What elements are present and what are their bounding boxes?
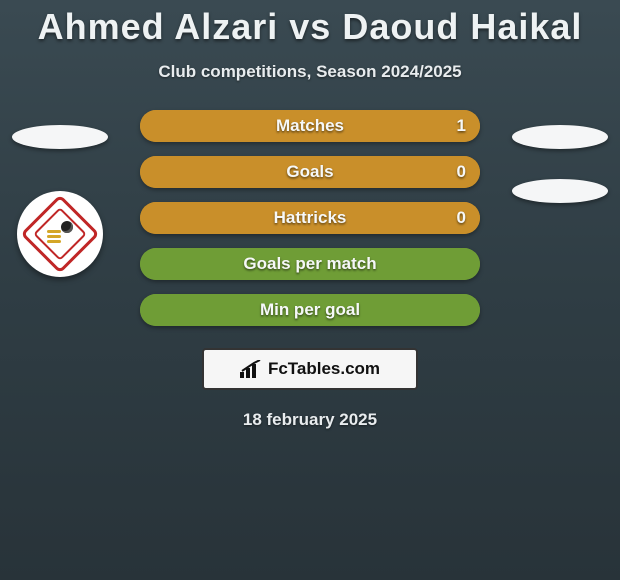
club-placeholder-ellipse xyxy=(512,179,608,203)
site-text: FcTables.com xyxy=(268,359,380,379)
avatar-placeholder-ellipse xyxy=(512,125,608,149)
stat-fill-right xyxy=(140,202,480,234)
stat-fill-right xyxy=(140,156,480,188)
stat-value-right: 1 xyxy=(457,116,466,136)
stat-row: Min per goal xyxy=(140,294,480,326)
stat-row: Goals per match xyxy=(140,248,480,280)
stat-value-right: 0 xyxy=(457,162,466,182)
stat-fill-left xyxy=(140,248,480,280)
stat-fill-right xyxy=(140,110,480,142)
club-emblem xyxy=(20,194,99,273)
date: 18 february 2025 xyxy=(0,410,620,430)
subtitle: Club competitions, Season 2024/2025 xyxy=(0,62,620,82)
stat-value-right: 0 xyxy=(457,208,466,228)
ball-icon xyxy=(61,221,73,233)
stat-fill-left xyxy=(140,294,480,326)
player-right-panel xyxy=(512,125,608,233)
page-title: Ahmed Alzari vs Daoud Haikal xyxy=(0,0,620,48)
stat-row: Goals0 xyxy=(140,156,480,188)
club-badge-left xyxy=(17,191,103,277)
stat-row: Matches1 xyxy=(140,110,480,142)
player-left-panel xyxy=(12,125,108,277)
avatar-placeholder-ellipse xyxy=(12,125,108,149)
bar-chart-icon xyxy=(240,360,262,378)
stripes-icon xyxy=(47,230,61,243)
stats-panel: Matches1 Goals0 Hattricks0 Goals per match M… xyxy=(140,110,480,326)
site-badge[interactable]: FcTables.com xyxy=(202,348,418,390)
stat-row: Hattricks0 xyxy=(140,202,480,234)
